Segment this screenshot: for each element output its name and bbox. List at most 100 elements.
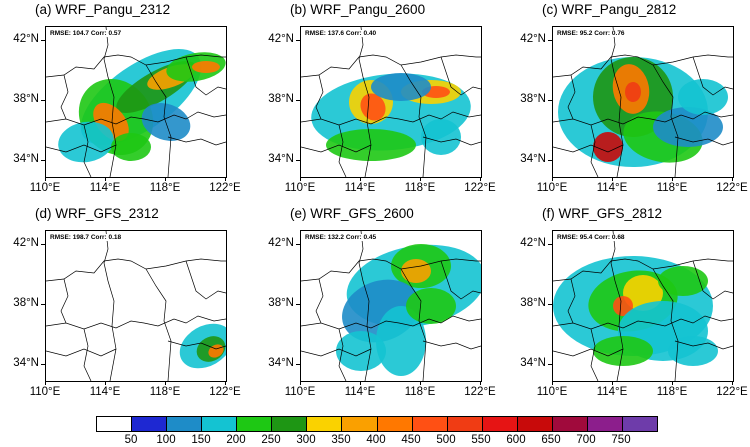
- colorbar-swatch: [622, 417, 657, 431]
- precipitation-field: [301, 231, 481, 381]
- boundary-line: [610, 231, 624, 381]
- axis-tick: [296, 100, 300, 101]
- boundary-line: [338, 328, 347, 381]
- lat-label: 42°N: [268, 33, 294, 45]
- boundary-line: [674, 136, 733, 146]
- axis-tick: [41, 304, 45, 305]
- colorbar-label: 100: [156, 434, 176, 446]
- lon-label: 118°E: [656, 182, 688, 194]
- colorbar-label: 250: [261, 434, 281, 446]
- map-area: RMSE: 132.2 Corr: 0.45: [300, 230, 482, 382]
- stats-label: RMSE: 137.6 Corr: 0.40: [304, 30, 378, 37]
- precipitation-field: [46, 231, 226, 381]
- colorbar-swatch: [482, 417, 518, 431]
- rain-contour: [593, 336, 653, 366]
- boundary-line: [692, 56, 733, 96]
- lon-label: 114°E: [89, 386, 121, 398]
- map-area: RMSE: 95.2 Corr: 0.76: [552, 26, 734, 178]
- colorbar-swatch: [202, 417, 238, 431]
- lon-label: 110°E: [29, 386, 61, 398]
- boundary-line: [301, 54, 481, 78]
- lon-label: 114°E: [596, 182, 628, 194]
- boundary-line: [145, 268, 172, 381]
- map-area: RMSE: 198.7 Corr: 0.18: [45, 230, 227, 382]
- colorbar-swatch: [517, 417, 553, 431]
- axis-tick: [296, 304, 300, 305]
- rain-contour: [658, 266, 708, 296]
- axis-tick: [548, 160, 552, 161]
- axis-tick: [300, 177, 301, 181]
- axis-tick: [548, 40, 552, 41]
- colorbar-label: 450: [401, 434, 421, 446]
- colorbar-label: 150: [191, 434, 211, 446]
- rain-contour: [192, 61, 220, 73]
- colorbar-label: 750: [611, 434, 631, 446]
- axis-tick: [548, 364, 552, 365]
- panel-title: (f) WRF_GFS_2812: [542, 206, 663, 221]
- axis-tick: [480, 177, 481, 181]
- boundary-line: [398, 111, 481, 123]
- rain-contour: [668, 336, 718, 366]
- colorbar-label: 700: [576, 434, 596, 446]
- colorbar: [96, 416, 658, 432]
- rain-contour: [401, 259, 431, 283]
- boundary-line: [553, 258, 733, 282]
- axis-tick: [672, 381, 673, 385]
- rain-contour: [376, 306, 426, 376]
- axis-tick: [296, 40, 300, 41]
- lon-label: 118°E: [656, 386, 688, 398]
- lon-label: 110°E: [536, 386, 568, 398]
- lon-label: 122°E: [716, 182, 748, 194]
- lon-label: 114°E: [344, 182, 376, 194]
- colorbar-swatch: [167, 417, 203, 431]
- rain-contour: [336, 331, 386, 371]
- boundary-line: [358, 27, 372, 177]
- boundary-line: [167, 136, 226, 146]
- lat-label: 34°N: [268, 357, 294, 369]
- lat-label: 34°N: [268, 153, 294, 165]
- boundary-line: [358, 231, 372, 381]
- axis-tick: [732, 381, 733, 385]
- boundary-line: [338, 124, 347, 177]
- precipitation-field: [301, 27, 481, 177]
- panel-title: (d) WRF_GFS_2312: [35, 206, 159, 221]
- axis-tick: [41, 244, 45, 245]
- boundary-line: [652, 268, 679, 381]
- lon-label: 118°E: [404, 182, 436, 194]
- stats-label: RMSE: 132.2 Corr: 0.45: [304, 234, 378, 241]
- panel-title: (e) WRF_GFS_2600: [290, 206, 414, 221]
- boundary-line: [567, 74, 576, 120]
- axis-tick: [732, 177, 733, 181]
- boundary-line: [46, 320, 145, 330]
- lon-label: 110°E: [536, 182, 568, 194]
- rain-contour: [111, 133, 151, 161]
- axis-tick: [552, 381, 553, 385]
- boundary-line: [83, 328, 92, 381]
- lon-label: 110°E: [29, 182, 61, 194]
- boundary-line: [674, 340, 733, 350]
- lon-label: 122°E: [716, 386, 748, 398]
- colorbar-swatch: [97, 417, 133, 431]
- boundary-line: [46, 258, 226, 282]
- lon-label: 122°E: [464, 386, 496, 398]
- panel-title: (b) WRF_Pangu_2600: [290, 2, 426, 17]
- axis-tick: [548, 304, 552, 305]
- boundary-line: [143, 111, 226, 123]
- boundary-line: [301, 348, 372, 357]
- colorbar-label: 300: [296, 434, 316, 446]
- axis-tick: [105, 381, 106, 385]
- axis-tick: [420, 177, 421, 181]
- colorbar-label: 550: [471, 434, 491, 446]
- boundary-line: [692, 260, 733, 300]
- boundary-line: [301, 144, 372, 153]
- panel-title: (a) WRF_Pangu_2312: [35, 2, 171, 17]
- colorbar-label: 500: [436, 434, 456, 446]
- map-area: RMSE: 104.7 Corr: 0.57: [45, 26, 227, 178]
- rain-contour: [678, 79, 728, 115]
- lat-label: 42°N: [520, 33, 546, 45]
- boundary-line: [567, 278, 576, 324]
- boundary-line: [553, 348, 624, 357]
- axis-tick: [480, 381, 481, 385]
- axis-tick: [165, 177, 166, 181]
- rain-contour: [360, 93, 386, 121]
